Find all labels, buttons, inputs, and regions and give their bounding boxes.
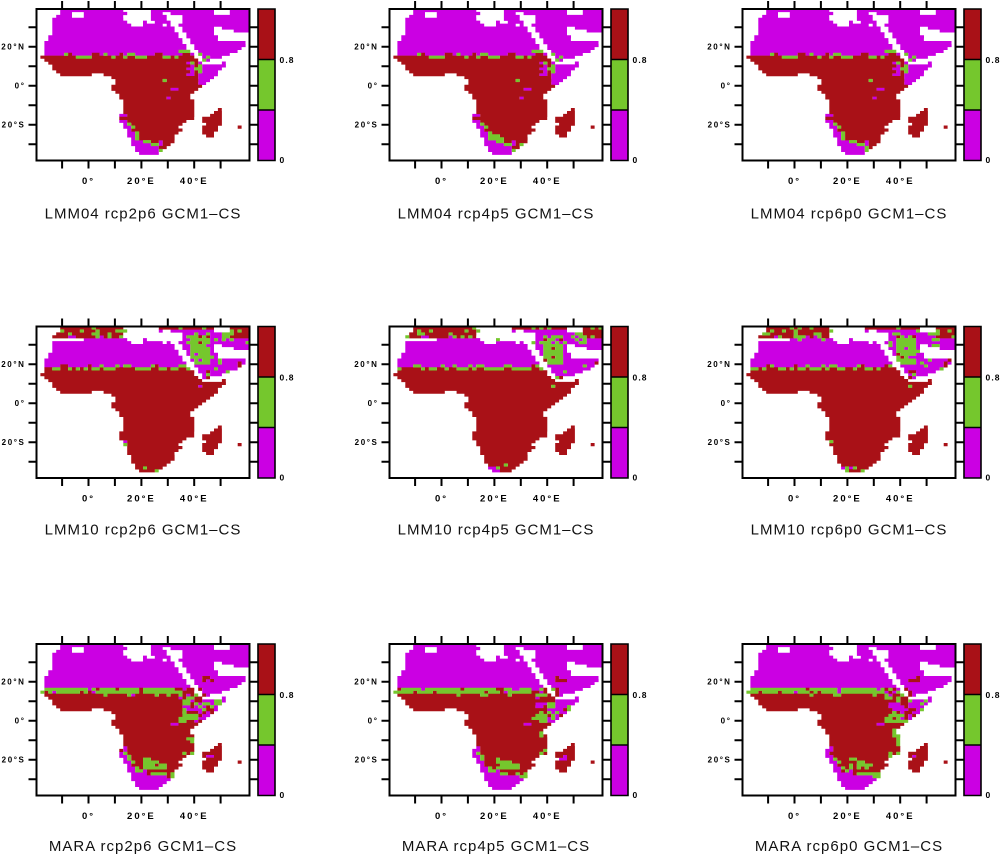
svg-text:LMM04 rcp4p5 GCM1–CS: LMM04 rcp4p5 GCM1–CS — [398, 206, 595, 223]
svg-text:MARA rcp2p6 GCM1–CS: MARA rcp2p6 GCM1–CS — [49, 838, 237, 855]
svg-text:LMM10 rcp4p5 GCM1–CS: LMM10 rcp4p5 GCM1–CS — [398, 522, 595, 539]
svg-text:MARA rcp6p0 GCM1–CS: MARA rcp6p0 GCM1–CS — [755, 838, 943, 855]
svg-text:LMM10 rcp2p6 GCM1–CS: LMM10 rcp2p6 GCM1–CS — [45, 522, 242, 539]
svg-text:LMM04 rcp6p0 GCM1–CS: LMM04 rcp6p0 GCM1–CS — [751, 206, 948, 223]
svg-text:LMM10 rcp6p0 GCM1–CS: LMM10 rcp6p0 GCM1–CS — [751, 522, 948, 539]
svg-text:MARA rcp4p5 GCM1–CS: MARA rcp4p5 GCM1–CS — [402, 838, 590, 855]
svg-text:LMM04 rcp2p6 GCM1–CS: LMM04 rcp2p6 GCM1–CS — [45, 206, 242, 223]
